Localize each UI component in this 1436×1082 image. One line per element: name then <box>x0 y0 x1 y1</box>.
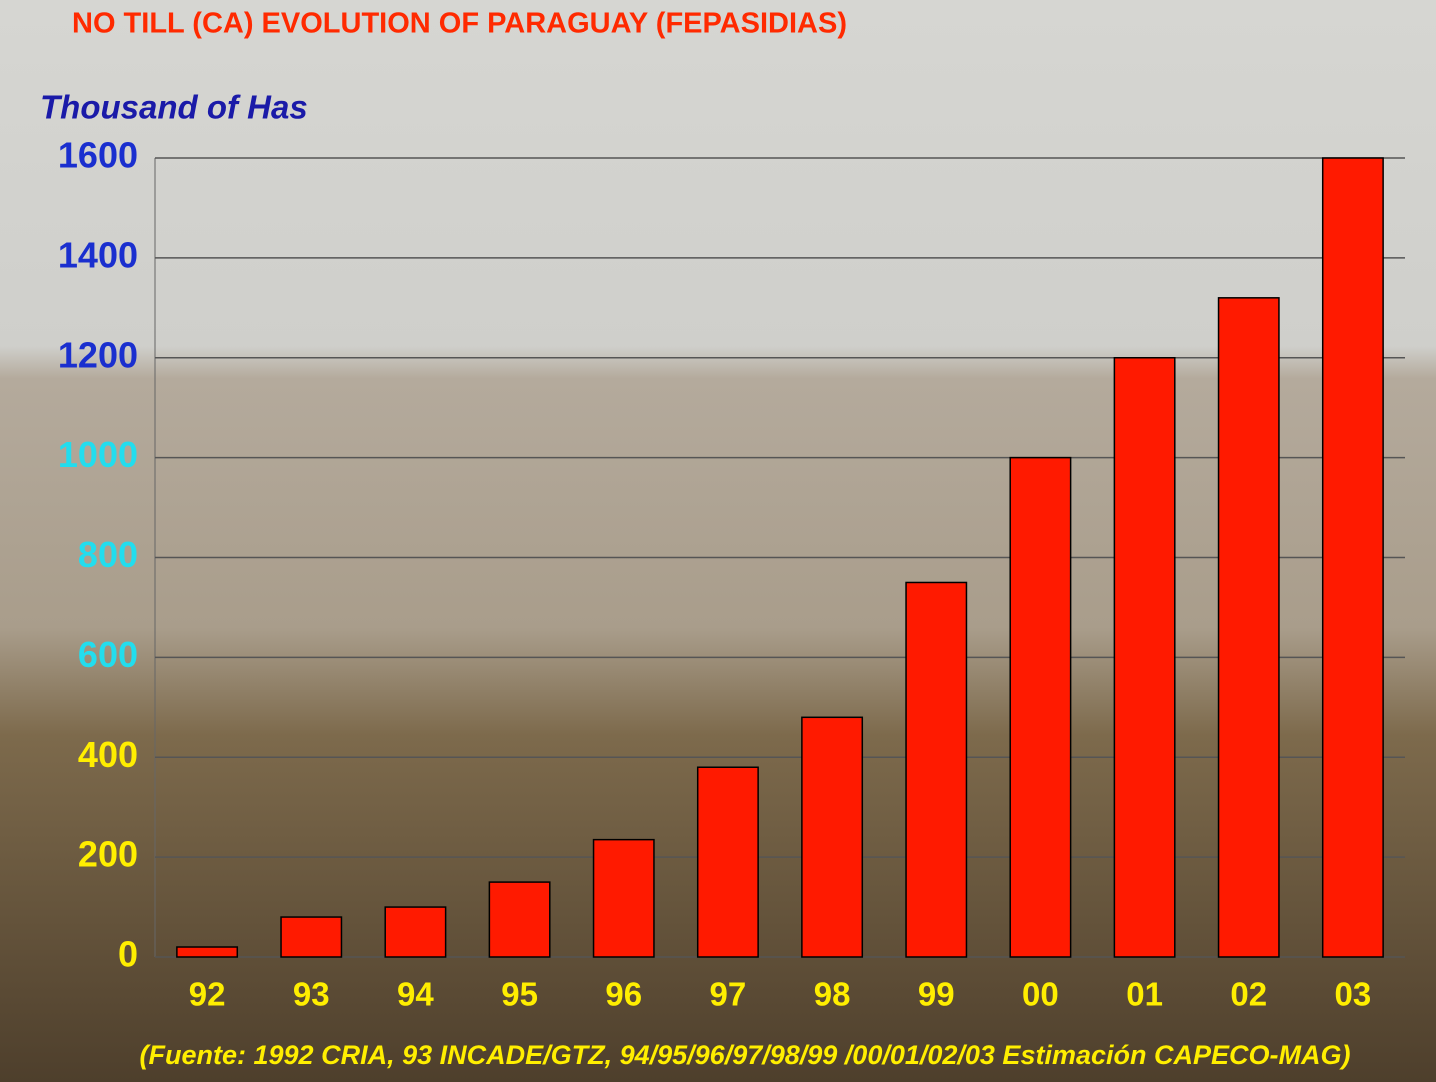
bar <box>592 838 655 958</box>
y-tick-label: 1000 <box>58 434 138 475</box>
x-tick-label: 98 <box>814 976 851 1013</box>
bar <box>1009 456 1072 958</box>
x-tick-label: 02 <box>1230 976 1267 1013</box>
y-tick-label: 1400 <box>58 234 138 275</box>
y-axis-label: Thousand of Has <box>40 89 308 126</box>
bar <box>280 916 343 958</box>
bar <box>696 766 759 958</box>
bar <box>1321 157 1384 958</box>
y-tick-label: 600 <box>78 634 138 675</box>
x-tick-label: 99 <box>918 976 955 1013</box>
y-tick-label: 1200 <box>58 334 138 375</box>
source-note: (Fuente: 1992 CRIA, 93 INCADE/GTZ, 94/95… <box>140 1040 1351 1070</box>
y-tick-label: 200 <box>78 834 138 875</box>
bar <box>905 581 968 958</box>
bar <box>1113 357 1176 958</box>
bar <box>488 881 551 958</box>
y-tick-label: 0 <box>118 934 138 975</box>
y-tick-label: 1600 <box>58 135 138 176</box>
y-tick-label: 800 <box>78 534 138 575</box>
x-tick-label: 00 <box>1022 976 1059 1013</box>
bar <box>1217 297 1280 958</box>
x-tick-label: 93 <box>293 976 330 1013</box>
x-tick-label: 96 <box>605 976 642 1013</box>
x-tick-label: 03 <box>1335 976 1372 1013</box>
bar <box>176 946 239 958</box>
x-tick-label: 94 <box>397 976 434 1013</box>
x-tick-label: 92 <box>189 976 226 1013</box>
x-tick-label: 97 <box>710 976 747 1013</box>
x-tick-label: 95 <box>501 976 538 1013</box>
y-tick-label: 400 <box>78 734 138 775</box>
x-tick-label: 01 <box>1126 976 1163 1013</box>
bar <box>801 716 864 958</box>
bar <box>384 906 447 958</box>
chart-title: NO TILL (CA) EVOLUTION OF PARAGUAY (FEPA… <box>72 8 847 40</box>
